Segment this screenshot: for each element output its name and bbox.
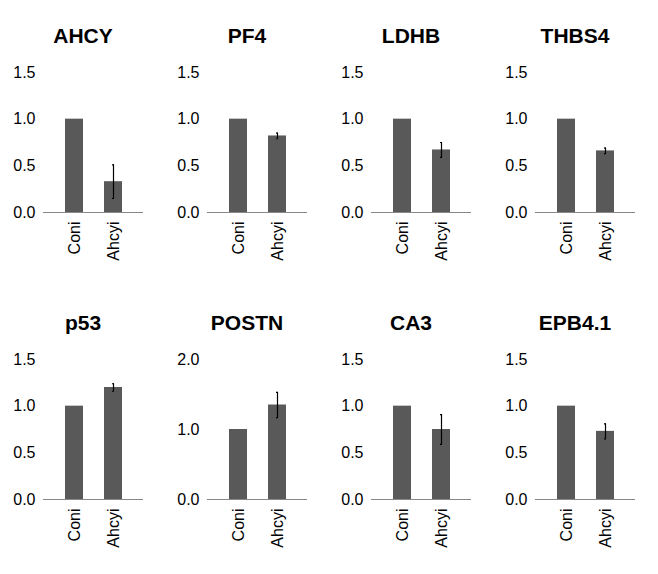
svg-text:0.0: 0.0 [177, 204, 199, 221]
svg-text:1.0: 1.0 [177, 110, 199, 127]
svg-text:Ahcyi: Ahcyi [269, 509, 286, 548]
svg-text:1.5: 1.5 [13, 351, 35, 368]
svg-text:Coni: Coni [558, 222, 575, 255]
svg-text:0.5: 0.5 [341, 157, 363, 174]
svg-text:1.0: 1.0 [177, 421, 199, 438]
svg-text:Coni: Coni [558, 509, 575, 542]
svg-text:1.5: 1.5 [177, 64, 199, 81]
svg-text:Coni: Coni [66, 222, 83, 255]
svg-text:1.5: 1.5 [341, 64, 363, 81]
svg-text:0.5: 0.5 [505, 444, 527, 461]
svg-text:0.5: 0.5 [505, 157, 527, 174]
svg-text:Ahcyi: Ahcyi [433, 509, 450, 548]
html-text:LDHB: LDHB [381, 24, 441, 47]
html-text:PF4: PF4 [227, 24, 267, 47]
svg-text:Coni: Coni [394, 509, 411, 542]
svg-text:0.0: 0.0 [341, 491, 363, 508]
svg-text:Ahcyi: Ahcyi [433, 222, 450, 261]
html-text:POSTN: POSTN [210, 311, 284, 334]
svg-text:1.0: 1.0 [505, 110, 527, 127]
svg-text:Ahcyi: Ahcyi [597, 222, 614, 261]
svg-text:1.0: 1.0 [13, 110, 35, 127]
html-text:AHCY: AHCY [53, 24, 113, 47]
svg-text:1.5: 1.5 [341, 351, 363, 368]
html-text:p53: p53 [64, 311, 102, 334]
svg-text:Ahcyi: Ahcyi [105, 509, 122, 548]
svg-text:1.5: 1.5 [13, 64, 35, 81]
svg-text:Coni: Coni [394, 222, 411, 255]
svg-text:Coni: Coni [230, 509, 247, 542]
svg-text:0.0: 0.0 [505, 491, 527, 508]
svg-text:0.0: 0.0 [505, 204, 527, 221]
html-text:CA3: CA3 [390, 311, 432, 334]
svg-text:0.0: 0.0 [13, 491, 35, 508]
svg-text:1.5: 1.5 [505, 351, 527, 368]
svg-text:1.0: 1.0 [505, 397, 527, 414]
svg-text:0.5: 0.5 [341, 444, 363, 461]
svg-text:0.5: 0.5 [13, 444, 35, 461]
svg-text:1.5: 1.5 [505, 64, 527, 81]
svg-text:0.5: 0.5 [177, 157, 199, 174]
svg-text:0.5: 0.5 [13, 157, 35, 174]
svg-text:1.0: 1.0 [341, 397, 363, 414]
html-text:THBS4: THBS4 [540, 24, 610, 47]
svg-text:0.0: 0.0 [177, 491, 199, 508]
svg-text:0.0: 0.0 [341, 204, 363, 221]
svg-text:Coni: Coni [230, 222, 247, 255]
svg-text:Ahcyi: Ahcyi [597, 509, 614, 548]
svg-text:1.0: 1.0 [13, 397, 35, 414]
svg-text:Coni: Coni [66, 509, 83, 542]
svg-text:1.0: 1.0 [341, 110, 363, 127]
svg-text:0.0: 0.0 [13, 204, 35, 221]
svg-text:Ahcyi: Ahcyi [105, 222, 122, 261]
svg-text:2.0: 2.0 [177, 351, 199, 368]
svg-text:Ahcyi: Ahcyi [269, 222, 286, 261]
html-text:EPB4.1: EPB4.1 [538, 311, 612, 334]
